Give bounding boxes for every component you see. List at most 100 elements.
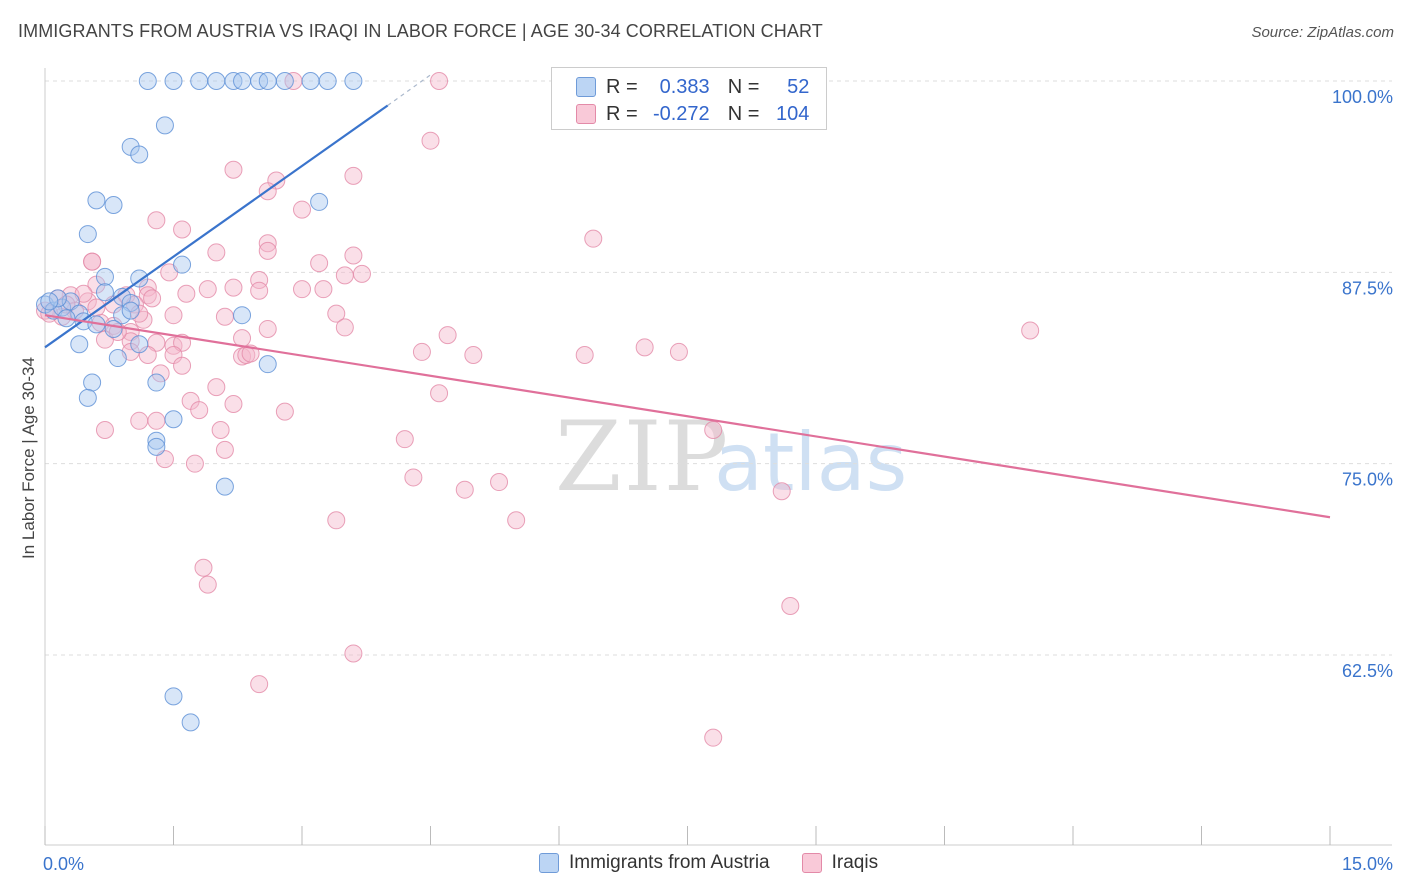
austria-point bbox=[78, 388, 97, 407]
austria-point bbox=[130, 145, 149, 164]
austria-point bbox=[344, 72, 363, 90]
iraqi-point bbox=[704, 728, 723, 747]
austria-point bbox=[318, 72, 337, 90]
bottom-legend-swatch-austria bbox=[539, 853, 559, 873]
austria-point bbox=[83, 373, 102, 392]
bottom-legend-item-iraqis: Iraqis bbox=[801, 852, 879, 874]
grid-layer bbox=[45, 80, 1392, 656]
austria-point bbox=[121, 293, 140, 312]
iraqi-point bbox=[215, 307, 234, 326]
austria-point bbox=[164, 410, 183, 429]
legend-r-value-iraqis: -0.272 bbox=[652, 102, 710, 125]
legend-n-label: N = bbox=[727, 75, 760, 98]
austria-point bbox=[258, 72, 277, 90]
iraqi-point bbox=[224, 278, 243, 297]
iraqi-point bbox=[327, 511, 346, 530]
iraqi-point bbox=[143, 289, 162, 308]
legend-row-austria: R = 0.383 N = 52 bbox=[552, 74, 809, 100]
iraqi-point bbox=[421, 131, 440, 150]
iraqi-point bbox=[83, 252, 102, 271]
iraqi-point bbox=[314, 280, 333, 299]
iraqi-point bbox=[211, 420, 230, 439]
iraqi-point bbox=[224, 160, 243, 179]
iraqi-point bbox=[164, 306, 183, 325]
austria-trend-line bbox=[44, 104, 389, 349]
bottom-legend-label-iraqis: Iraqis bbox=[831, 852, 879, 873]
x-tick-label: 15.0% bbox=[1342, 854, 1393, 874]
axis-layer: 62.5% 75.0% 87.5% 100.0% 0.0% 15.0% bbox=[43, 68, 1393, 874]
austria-point bbox=[233, 306, 252, 325]
iraqi-point bbox=[293, 200, 311, 219]
iraqi-point bbox=[177, 284, 196, 303]
iraqi-point bbox=[575, 345, 594, 364]
y-axis-title: In Labor Force | Age 30-34 bbox=[19, 357, 38, 559]
iraqi-point bbox=[635, 338, 654, 357]
iraqi-point bbox=[344, 644, 363, 663]
iraqi-point bbox=[151, 364, 170, 383]
austria-point bbox=[95, 283, 114, 302]
austria-point bbox=[138, 72, 157, 90]
austria-point bbox=[147, 373, 166, 392]
watermark: ZIP atlas bbox=[555, 401, 907, 513]
iraqi-point bbox=[412, 342, 431, 361]
iraqi-point bbox=[344, 246, 363, 265]
iraqi-point bbox=[293, 280, 311, 299]
iraqi-trend-line bbox=[44, 314, 1331, 519]
iraqi-point bbox=[258, 241, 277, 260]
legend-n-label: N = bbox=[727, 102, 760, 125]
iraqi-point bbox=[250, 675, 269, 694]
legend-r-value-austria: 0.383 bbox=[659, 75, 710, 98]
iraqi-point bbox=[344, 166, 363, 185]
y-tick-label: 87.5% bbox=[1342, 278, 1393, 298]
legend-swatch-austria bbox=[576, 77, 596, 97]
iraqi-point bbox=[438, 326, 457, 345]
iraqi-point bbox=[258, 319, 277, 338]
austria-point bbox=[155, 116, 174, 135]
iraqi-point bbox=[147, 411, 166, 430]
iraqi-point bbox=[130, 411, 149, 430]
austria-point bbox=[233, 72, 252, 90]
austria-point bbox=[164, 72, 183, 90]
iraqi-point bbox=[507, 511, 526, 530]
iraqi-point bbox=[455, 480, 474, 499]
austria-point bbox=[301, 72, 320, 90]
iraqi-point bbox=[669, 342, 688, 361]
iraqi-point bbox=[198, 575, 217, 594]
austria-point bbox=[164, 687, 183, 706]
iraqi-point bbox=[1021, 321, 1040, 340]
austria-point bbox=[95, 267, 114, 286]
bottom-legend-item-austria: Immigrants from Austria bbox=[539, 852, 770, 874]
iraqi-point bbox=[215, 440, 234, 459]
iraqi-point bbox=[704, 420, 723, 439]
legend-n-value-austria: 52 bbox=[787, 75, 810, 98]
iraqi-point bbox=[95, 420, 114, 439]
x-tick-label: 0.0% bbox=[43, 854, 84, 874]
iraqi-point bbox=[310, 254, 329, 273]
austria-point bbox=[104, 319, 123, 338]
watermark-zip: ZIP bbox=[555, 401, 730, 513]
austria-point bbox=[40, 292, 59, 311]
legend-r-label: R = bbox=[606, 102, 638, 125]
iraqi-point bbox=[335, 318, 354, 337]
iraqi-point bbox=[173, 220, 192, 239]
chart-title: IMMIGRANTS FROM AUSTRIA VS IRAQI IN LABO… bbox=[18, 21, 823, 41]
legend-swatch-iraqis bbox=[576, 104, 596, 124]
austria-point bbox=[310, 192, 329, 211]
watermark-atlas: atlas bbox=[714, 416, 907, 509]
iraqi-point bbox=[173, 356, 192, 375]
iraqi-point bbox=[185, 454, 204, 473]
bottom-legend-swatch-iraqis bbox=[801, 853, 822, 873]
iraqi-point bbox=[155, 450, 174, 469]
iraqi-point bbox=[772, 482, 791, 501]
austria-point bbox=[207, 72, 226, 90]
austria-point bbox=[173, 255, 192, 274]
austria-point bbox=[181, 713, 200, 732]
iraqi-point bbox=[781, 597, 800, 616]
bottom-legend: Immigrants from Austria Iraqis bbox=[539, 852, 878, 874]
legend-row-iraqis: R = -0.272 N = 104 bbox=[552, 101, 809, 127]
iraqi-point bbox=[430, 384, 449, 403]
austria-point bbox=[87, 191, 106, 210]
iraqi-point bbox=[258, 234, 277, 253]
iraqi-point bbox=[327, 304, 346, 323]
